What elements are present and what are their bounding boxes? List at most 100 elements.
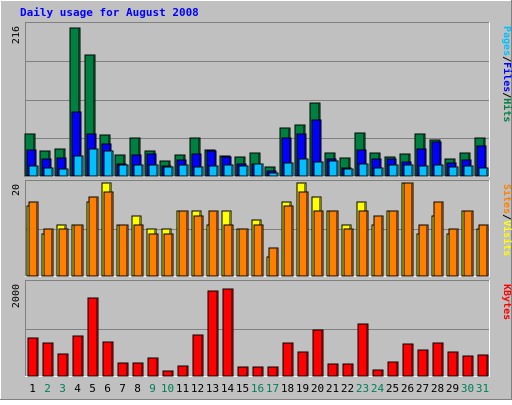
x-tick-label: 13 [206, 382, 219, 395]
panel-pages-files-hits: 216 Pages/Files/Hits [11, 22, 512, 177]
bar-kbytes [87, 297, 99, 377]
legend-separator: / [501, 92, 512, 98]
y-max-label: 216 [11, 26, 22, 44]
bar-kbytes [432, 342, 444, 377]
x-tick-label: 16 [251, 382, 264, 395]
bar-sites [268, 247, 279, 277]
bar-pages [73, 155, 84, 177]
bar-pages [88, 148, 99, 177]
x-axis-labels: 1 2 3 4 5 6 7 8 9 10 11 12 13 14 15 16 17 18 19 20 21 22 23 24 2… [29, 382, 489, 395]
bar-pages [28, 165, 39, 177]
bar-sites [313, 210, 324, 277]
legend-separator: / [501, 56, 512, 62]
bar-pages [253, 163, 264, 177]
bar-pages [43, 167, 54, 177]
bar-kbytes [72, 335, 84, 377]
bar-pages [103, 150, 114, 177]
x-tick-label: 29 [446, 382, 459, 395]
bar-sites [433, 201, 444, 277]
bar-sites [448, 228, 459, 277]
bar-sites [418, 224, 429, 277]
bar-pages [223, 164, 234, 177]
panel-sites-visits: 20 Sites/Visits [11, 180, 512, 277]
x-tick-label: 9 [149, 382, 156, 395]
y-max-label: 2000 [11, 284, 22, 308]
bar-sites [103, 191, 114, 277]
bar-pages [208, 165, 219, 177]
bar-pages [433, 164, 444, 177]
bar-pages [358, 163, 369, 177]
x-tick-label: 6 [104, 382, 111, 395]
bar-sites [193, 215, 204, 277]
x-tick-label: 24 [371, 382, 385, 395]
legend-visits: Visits [501, 220, 512, 256]
bar-pages [343, 168, 354, 177]
x-tick-label: 27 [416, 382, 429, 395]
x-tick-label: 2 [44, 382, 51, 395]
bar-pages [388, 164, 399, 177]
x-tick-label: 15 [236, 382, 249, 395]
x-tick-label: 18 [281, 382, 294, 395]
x-tick-label: 3 [59, 382, 66, 395]
x-tick-label: 5 [89, 382, 96, 395]
bar-kbytes [177, 365, 189, 377]
x-tick-label: 26 [401, 382, 414, 395]
bar-pages [373, 167, 384, 177]
bar-sites [403, 182, 414, 277]
bar-kbytes [207, 290, 219, 377]
bar-kbytes [297, 351, 309, 377]
bar-sites [343, 228, 354, 277]
x-tick-label: 11 [176, 382, 189, 395]
bar-sites [358, 210, 369, 277]
bar-kbytes [312, 329, 324, 377]
bar-sites [133, 224, 144, 277]
bar-pages [478, 167, 489, 177]
bar-kbytes [267, 366, 279, 377]
bar-kbytes [132, 362, 144, 377]
bar-sites [223, 224, 234, 277]
bar-pages [463, 165, 474, 177]
bar-kbytes [477, 354, 489, 377]
bar-sites [373, 215, 384, 277]
bar-kbytes [387, 361, 399, 377]
bar-pages [268, 172, 279, 177]
bar-pages [283, 162, 294, 177]
bar-pages [163, 166, 174, 177]
bar-pages [403, 164, 414, 177]
bar-kbytes [462, 355, 474, 377]
bar-pages [418, 165, 429, 177]
bar-pages [298, 158, 309, 177]
bar-pages [238, 165, 249, 177]
bar-sites [463, 210, 474, 277]
bar-kbytes [222, 288, 234, 377]
y-max-label: 20 [11, 184, 22, 196]
bar-sites [28, 201, 39, 277]
chart-title: Daily usage for August 2008 [20, 6, 199, 19]
bar-pages [148, 164, 159, 177]
legend-pages: Pages [501, 26, 512, 56]
bar-pages [313, 161, 324, 177]
bar-kbytes [402, 343, 414, 377]
bar-sites [283, 205, 294, 277]
bar-kbytes [27, 337, 39, 377]
bar-pages [58, 168, 69, 177]
legend-hits: Hits [501, 98, 512, 122]
series-legend: Pages/Files/Hits [501, 26, 512, 122]
bar-kbytes [42, 342, 54, 377]
bar-kbytes [117, 362, 129, 377]
bar-sites [298, 191, 309, 277]
bar-sites [118, 224, 129, 277]
bar-pages [448, 166, 459, 177]
x-tick-label: 8 [134, 382, 141, 395]
series-legend: Sites/Visits [501, 184, 512, 256]
panel-kbytes: 2000 KBytes [11, 280, 512, 377]
bar-kbytes [147, 357, 159, 377]
bar-kbytes [102, 341, 114, 377]
legend-files: Files [501, 62, 512, 92]
x-tick-label: 14 [221, 382, 235, 395]
bar-sites [73, 224, 84, 277]
bar-sites [58, 228, 69, 277]
